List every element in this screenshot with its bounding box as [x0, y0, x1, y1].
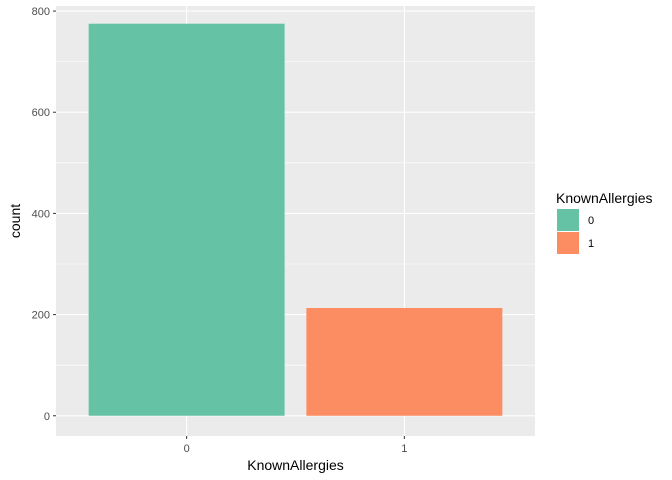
legend-label-1: 1: [588, 238, 594, 250]
bar-0: [88, 23, 285, 416]
y-axis-ticks: 0 200 400 600 800: [32, 6, 56, 423]
bars: [88, 23, 503, 416]
x-tick-label: 1: [401, 443, 407, 455]
y-tick-label: 800: [32, 6, 50, 18]
y-tick-label: 0: [44, 411, 50, 423]
bar-1: [306, 308, 503, 416]
x-tick-label: 0: [184, 443, 190, 455]
x-axis-title: KnownAllergies: [247, 457, 344, 473]
y-tick-label: 600: [32, 107, 50, 119]
legend-swatch-0: [557, 209, 579, 231]
legend-label-0: 0: [588, 215, 594, 227]
legend: KnownAllergies 01: [556, 190, 653, 254]
y-tick-label: 400: [32, 208, 50, 220]
y-tick-label: 200: [32, 310, 50, 322]
legend-title: KnownAllergies: [556, 190, 653, 206]
y-axis-title: count: [7, 204, 23, 238]
legend-entries: 01: [557, 209, 594, 254]
legend-swatch-1: [557, 232, 579, 254]
